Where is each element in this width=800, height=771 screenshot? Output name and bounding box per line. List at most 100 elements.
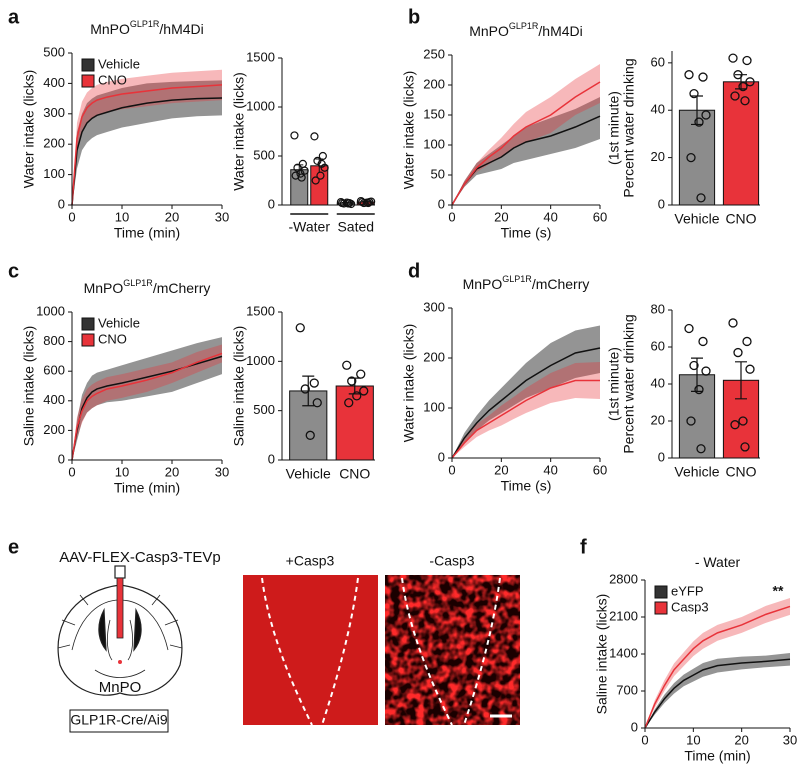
data-point <box>686 416 696 426</box>
y-tick-label: 100 <box>423 136 445 151</box>
data-point <box>686 152 696 163</box>
y-axis-label: Saline intake (licks) <box>231 326 247 447</box>
legend-swatch <box>654 585 668 599</box>
data-point <box>730 420 740 430</box>
x-tick-label: 0 <box>68 464 75 479</box>
x-tick-label: 30 <box>215 209 229 224</box>
title-part: GLP1R <box>123 278 153 288</box>
data-point <box>740 442 750 452</box>
x-tick-label: 10 <box>115 464 129 479</box>
y-axis-label: Percent water drinking <box>621 58 637 197</box>
y-tick-label: 0 <box>58 451 65 466</box>
error-band <box>72 344 222 460</box>
series-line <box>451 379 600 459</box>
x-tick-label: 30 <box>215 464 229 479</box>
y-tick-label: 0 <box>438 449 445 464</box>
image-label: -Casp3 <box>429 553 474 569</box>
data-point <box>317 159 326 168</box>
data-point <box>352 391 362 401</box>
x-axis-label: Time (s) <box>501 478 552 494</box>
data-point <box>316 171 325 180</box>
x-tick-label: Vehicle <box>674 211 719 227</box>
data-point <box>733 347 743 358</box>
data-point <box>312 398 322 408</box>
y-tick-label: 600 <box>43 363 65 378</box>
micrograph <box>385 575 520 726</box>
error-band <box>452 97 600 205</box>
title-part: - Water <box>695 554 741 570</box>
y-tick-label: 0 <box>268 196 275 211</box>
y-tick-label: 40 <box>651 102 665 117</box>
data-point <box>698 72 708 82</box>
legend-swatch <box>81 58 95 72</box>
y-tick-label: 1500 <box>246 303 275 318</box>
x-tick-label: Vehicle <box>674 464 719 480</box>
legend-label: eYFP <box>671 583 704 598</box>
x-tick-label: 20 <box>734 732 748 747</box>
data-point <box>295 323 305 333</box>
y-axis-label: (1st minute) <box>606 347 622 421</box>
x-tick-label: CNO <box>725 464 756 480</box>
y-axis-label: (1st minute) <box>606 91 622 165</box>
y-tick-label: 200 <box>43 422 65 437</box>
data-point <box>347 199 356 209</box>
data-point <box>696 444 706 454</box>
error-bar <box>735 361 747 400</box>
chart-title: MnPOGLP1R/mCherry <box>84 278 211 295</box>
series-line <box>71 97 223 206</box>
data-point <box>344 398 354 408</box>
y-tick-label: 1000 <box>246 353 275 368</box>
y-axis-label: Water intake (licks) <box>21 70 37 189</box>
data-point <box>297 173 306 182</box>
construct-label: AAV-FLEX-Casp3-TEVp <box>59 549 220 566</box>
panel-letter: a <box>8 6 20 28</box>
x-tick-label: 30 <box>783 732 797 747</box>
chart-title: MnPOGLP1R/mCherry <box>463 274 590 291</box>
title-part: GLP1R <box>502 274 532 284</box>
y-tick-label: 500 <box>253 402 275 417</box>
data-point <box>338 198 347 208</box>
data-point <box>359 386 369 396</box>
annotation: ** <box>773 583 784 599</box>
data-point <box>684 70 694 80</box>
image-label: +Casp3 <box>286 553 335 569</box>
y-tick-label: 0 <box>631 719 638 734</box>
region-label: MnPO <box>99 679 142 696</box>
data-point <box>701 110 711 120</box>
data-point <box>356 369 366 379</box>
data-point <box>740 96 750 106</box>
title-part: /hM4Di <box>538 23 582 39</box>
title-part: MnPO <box>469 23 509 39</box>
legend-swatch <box>654 601 668 615</box>
legend-swatch <box>81 333 95 347</box>
data-point <box>698 336 708 347</box>
y-tick-label: 2100 <box>609 608 638 623</box>
data-point <box>730 91 740 101</box>
series-line <box>451 81 601 206</box>
y-axis-label: Percent water drinking <box>621 314 637 453</box>
data-point <box>296 169 305 178</box>
data-point <box>696 193 706 203</box>
y-tick-label: 0 <box>658 449 665 464</box>
data-point <box>742 336 752 347</box>
y-tick-label: 300 <box>423 299 445 314</box>
series-line <box>71 352 223 461</box>
data-point <box>300 384 310 394</box>
x-tick-label: 20 <box>494 209 508 224</box>
data-point <box>342 198 352 207</box>
y-tick-label: 200 <box>43 136 65 151</box>
y-tick-label: 60 <box>651 54 665 69</box>
legend-label: CNO <box>98 331 127 346</box>
y-tick-label: 100 <box>423 399 445 414</box>
series-line <box>451 347 601 459</box>
legend-label: Casp3 <box>671 599 709 614</box>
chart-title: MnPOGLP1R/hM4Di <box>469 21 583 38</box>
error-band <box>452 362 600 458</box>
data-point <box>290 131 299 140</box>
x-axis-label: Time (s) <box>501 225 552 241</box>
y-tick-label: 200 <box>423 76 445 91</box>
data-point <box>701 366 711 376</box>
y-tick-label: 1000 <box>246 98 275 113</box>
data-point <box>689 88 699 99</box>
data-point <box>344 199 353 208</box>
